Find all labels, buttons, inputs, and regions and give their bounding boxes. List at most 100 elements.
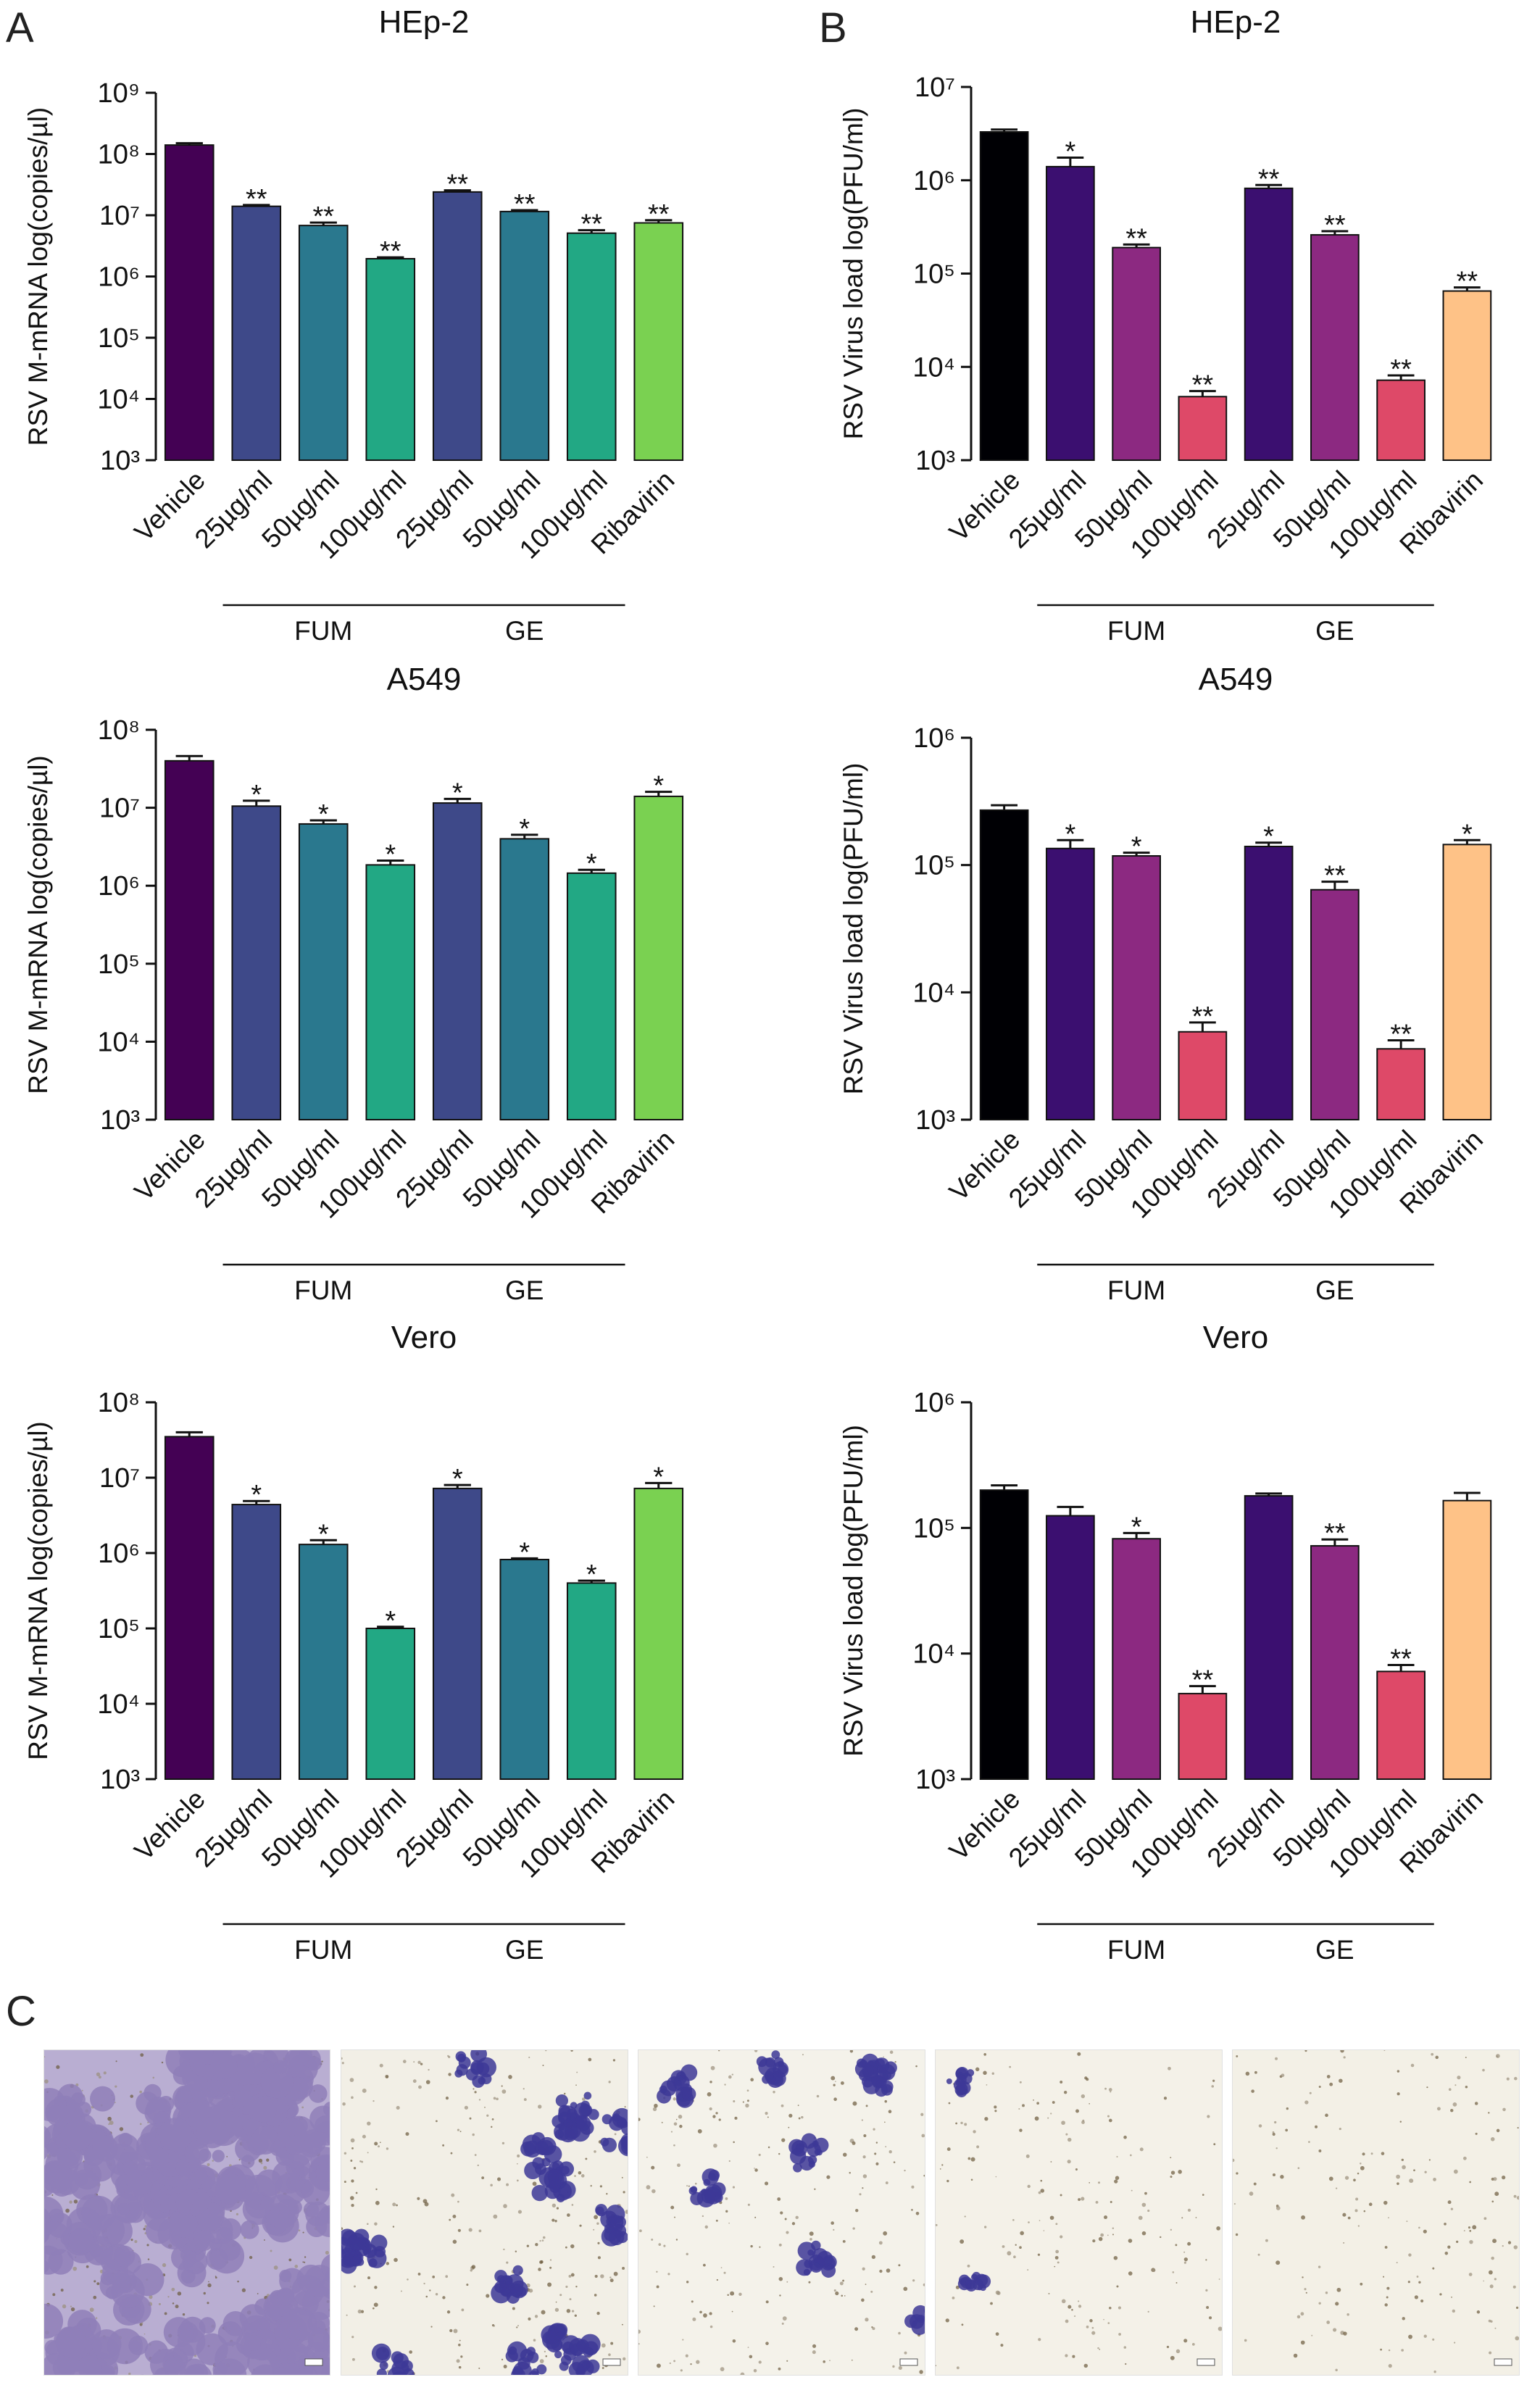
speckle bbox=[1469, 2181, 1471, 2184]
cell-clump bbox=[350, 2255, 362, 2267]
micrograph-3 bbox=[638, 2049, 925, 2376]
speckle bbox=[1328, 2176, 1333, 2181]
speckle bbox=[1296, 2315, 1301, 2319]
speckle bbox=[854, 2327, 859, 2331]
speckle bbox=[646, 2156, 648, 2158]
y-tick-label: 10⁷ bbox=[99, 1463, 140, 1494]
speckle bbox=[1336, 2287, 1341, 2292]
speckle bbox=[733, 2099, 736, 2103]
speckle bbox=[724, 2084, 726, 2086]
speckle bbox=[1360, 2163, 1362, 2165]
cell-clump bbox=[172, 2065, 193, 2085]
speckle bbox=[212, 2160, 214, 2162]
speckle bbox=[451, 2193, 455, 2197]
speckle bbox=[862, 2267, 865, 2270]
speckle bbox=[622, 2266, 625, 2270]
speckle bbox=[855, 2209, 859, 2213]
cell-clump bbox=[240, 2220, 259, 2239]
speckle bbox=[1439, 2293, 1442, 2296]
y-tick-label: 10⁵ bbox=[98, 1614, 140, 1644]
speckle bbox=[1388, 2349, 1391, 2352]
speckle bbox=[484, 2107, 486, 2108]
speckle bbox=[161, 2061, 164, 2064]
speckle bbox=[788, 2126, 790, 2128]
speckle bbox=[670, 2205, 675, 2210]
speckle bbox=[995, 2176, 997, 2178]
speckle bbox=[833, 2228, 835, 2231]
speckle bbox=[894, 2061, 896, 2063]
significance-label: ** bbox=[380, 236, 401, 267]
speckle bbox=[754, 2216, 757, 2218]
speckle bbox=[559, 2294, 562, 2297]
speckle bbox=[923, 2174, 925, 2177]
bar bbox=[1112, 246, 1161, 461]
speckle bbox=[812, 2350, 816, 2355]
panel-label-c: C bbox=[6, 1988, 36, 2035]
speckle bbox=[1160, 2236, 1162, 2239]
cell-clump bbox=[690, 2192, 704, 2205]
speckle bbox=[164, 2312, 167, 2315]
speckle bbox=[709, 2325, 713, 2328]
cell-clump bbox=[526, 2347, 536, 2356]
cell-clump bbox=[966, 2069, 975, 2077]
speckle bbox=[237, 2280, 239, 2283]
cell-clump bbox=[370, 2234, 388, 2252]
speckle bbox=[1293, 2353, 1298, 2358]
cell-clump bbox=[307, 2056, 322, 2071]
speckle bbox=[361, 2160, 364, 2163]
speckle bbox=[1463, 2230, 1465, 2232]
speckle bbox=[1280, 2175, 1284, 2179]
y-tick-label: 10⁴ bbox=[912, 1639, 955, 1670]
group-label: FUM bbox=[1107, 616, 1165, 646]
speckle bbox=[1109, 2307, 1112, 2310]
speckle bbox=[781, 2104, 784, 2107]
bar bbox=[633, 1487, 684, 1780]
speckle bbox=[588, 2057, 592, 2062]
speckle bbox=[1309, 2091, 1312, 2094]
group-label: GE bbox=[505, 1935, 544, 1965]
cell-clump bbox=[107, 2328, 143, 2365]
speckle bbox=[1450, 2109, 1454, 2113]
bar bbox=[231, 1504, 282, 1780]
speckle bbox=[1496, 2055, 1499, 2057]
cell-clump bbox=[212, 2149, 225, 2163]
speckle bbox=[1491, 2256, 1494, 2260]
speckle bbox=[472, 2133, 475, 2136]
speckle bbox=[464, 2105, 468, 2110]
speckle bbox=[1107, 2234, 1109, 2236]
speckle bbox=[459, 2339, 461, 2342]
speckle bbox=[590, 2185, 592, 2187]
speckle bbox=[923, 2283, 925, 2286]
speckle bbox=[1072, 2355, 1075, 2358]
speckle bbox=[570, 2273, 575, 2277]
significance-label: ** bbox=[1125, 223, 1147, 254]
speckle bbox=[134, 2240, 138, 2244]
group-label: GE bbox=[505, 616, 544, 646]
bar bbox=[1442, 844, 1492, 1120]
speckle bbox=[852, 2227, 855, 2230]
speckle bbox=[1506, 2077, 1510, 2081]
speckle bbox=[567, 2213, 570, 2217]
speckle bbox=[753, 2368, 757, 2373]
significance-label: ** bbox=[446, 170, 468, 200]
speckle bbox=[1009, 2065, 1012, 2068]
cell-clump bbox=[577, 2360, 594, 2375]
speckle bbox=[995, 2332, 999, 2336]
speckle bbox=[1435, 2055, 1439, 2060]
speckle bbox=[956, 2366, 960, 2370]
significance-label: * bbox=[519, 814, 530, 844]
speckle bbox=[596, 2222, 599, 2225]
speckle bbox=[139, 2090, 142, 2094]
y-tick-label: 10⁵ bbox=[913, 851, 955, 881]
speckle bbox=[1354, 2209, 1358, 2213]
bar bbox=[298, 823, 349, 1120]
speckle bbox=[273, 2265, 278, 2270]
speckle bbox=[1205, 2259, 1207, 2261]
speckle bbox=[503, 2204, 507, 2208]
speckle bbox=[875, 2141, 878, 2144]
scale-bar bbox=[304, 2358, 323, 2366]
speckle bbox=[341, 2227, 344, 2230]
significance-label: ** bbox=[1192, 1002, 1214, 1032]
speckle bbox=[249, 2255, 253, 2260]
bar bbox=[499, 1558, 550, 1781]
